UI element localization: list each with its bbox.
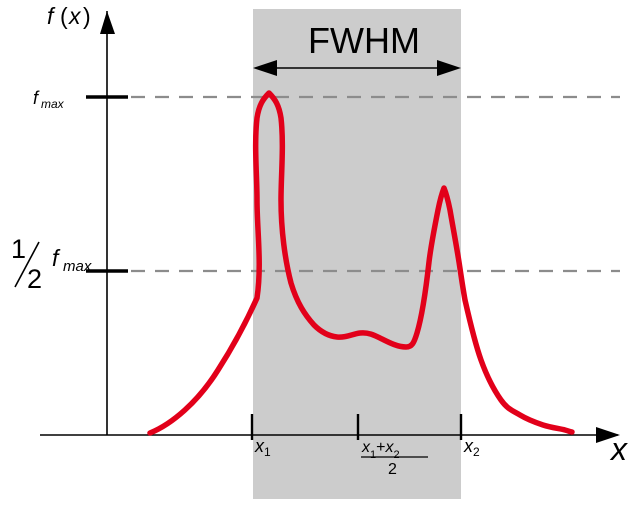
svg-text:1: 1 [11,234,26,264]
svg-text:FWHM: FWHM [308,20,420,61]
svg-text:max: max [63,258,92,275]
svg-text:x: x [609,431,628,467]
svg-text:f: f [47,3,56,29]
svg-text:f: f [33,88,40,108]
svg-text:max: max [41,97,65,111]
svg-text:(: ( [60,3,68,29]
svg-text:1: 1 [264,445,271,459]
svg-text:f: f [52,245,61,271]
svg-text:x: x [68,3,82,29]
svg-text:2: 2 [388,461,397,478]
svg-text:2: 2 [27,264,42,294]
svg-text:): ) [83,3,91,29]
svg-text:2: 2 [473,445,480,459]
